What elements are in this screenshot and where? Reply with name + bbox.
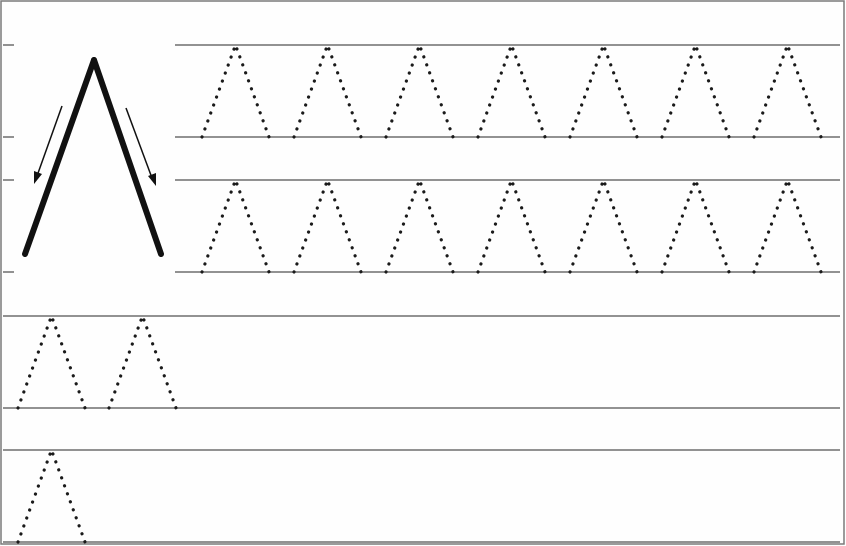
trace-letter bbox=[568, 178, 639, 274]
trace-letter bbox=[16, 448, 87, 544]
trace-letter bbox=[752, 178, 823, 274]
model-right-stroke bbox=[91, 57, 164, 257]
arrow-down-left-icon bbox=[34, 105, 63, 184]
trace-letter bbox=[384, 43, 455, 139]
trace-letter bbox=[660, 178, 731, 274]
trace-letter bbox=[292, 43, 363, 139]
trace-letter bbox=[660, 43, 731, 139]
trace-letter bbox=[476, 178, 547, 274]
tracing-letters bbox=[16, 43, 823, 544]
trace-letter bbox=[200, 178, 271, 274]
arrow-down-right-icon bbox=[125, 107, 156, 186]
writing-lines bbox=[3, 44, 840, 543]
trace-letter bbox=[292, 178, 363, 274]
model-letter bbox=[22, 57, 164, 257]
trace-letter bbox=[752, 43, 823, 139]
trace-letter bbox=[384, 178, 455, 274]
trace-letter bbox=[16, 314, 87, 410]
trace-letter bbox=[568, 43, 639, 139]
trace-letter bbox=[107, 314, 178, 410]
trace-letter bbox=[200, 43, 271, 139]
trace-letter bbox=[476, 43, 547, 139]
model-left-stroke bbox=[22, 57, 97, 257]
